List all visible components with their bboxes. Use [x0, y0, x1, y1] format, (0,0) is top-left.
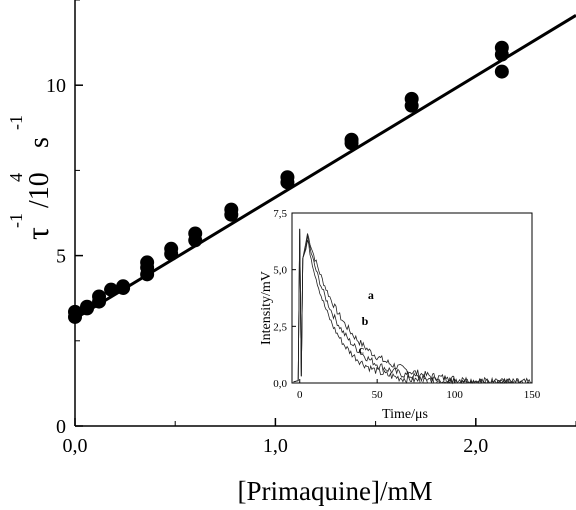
main-x-tick-label: 0,0	[63, 435, 88, 457]
inset-frame	[291, 212, 533, 384]
inset-x-tick-label: 50	[372, 389, 384, 401]
inset-plot: 0 50 100 150 0,02,55,07,5 abc Intensity/mV …	[259, 208, 541, 422]
main-y-axis-label: τ -1 /10 4 s -1	[6, 115, 55, 240]
inset-curve-c	[293, 228, 532, 385]
data-point	[404, 91, 419, 106]
inset-x-tick-label: 150	[524, 389, 541, 401]
ylabel-tau-exponent: -1	[6, 213, 26, 228]
ylabel-seconds-exponent: -1	[6, 115, 26, 130]
main-y-tick-label: 0	[56, 416, 66, 438]
data-point	[68, 304, 82, 319]
ylabel-tau: τ	[19, 227, 55, 240]
data-point	[224, 202, 239, 217]
inset-y-tick-label: 5,0	[273, 265, 287, 277]
fit-line	[74, 14, 576, 320]
main-y-tick-label: 10	[46, 75, 66, 97]
ylabel-unit: /10	[24, 172, 55, 208]
main-x-tick-label: 2,0	[463, 435, 488, 457]
inset-x-axis-label: Time/μs	[382, 407, 428, 422]
inset-y-tick-label: 0,0	[273, 378, 287, 390]
ylabel-seconds: s	[24, 137, 55, 148]
data-point	[140, 255, 155, 270]
inset-curve-label: a	[368, 288, 374, 302]
data-point	[344, 132, 359, 147]
data-point	[494, 64, 509, 79]
data-point	[104, 282, 119, 297]
inset-curve-label: c	[359, 343, 365, 357]
main-x-tick-label: 1,0	[263, 435, 288, 457]
data-point	[494, 40, 509, 55]
inset-y-tick-label: 2,5	[273, 321, 287, 333]
data-point	[80, 299, 95, 314]
data-point	[92, 289, 107, 304]
inset-x-tick-label: 0	[297, 389, 303, 401]
inset-curve-label: b	[362, 314, 369, 328]
inset-y-axis-label: Intensity/mV	[259, 271, 274, 345]
data-point	[188, 226, 203, 241]
data-point	[164, 241, 179, 256]
inset-curve-b	[293, 228, 532, 384]
main-y-tick-label: 5	[56, 246, 66, 268]
main-plot-area: 0,0 1,0 2,0 0 5 10	[46, 0, 576, 457]
data-point	[116, 279, 131, 294]
inset-x-tick-label: 100	[446, 389, 463, 401]
ylabel-unit-exponent: 4	[6, 173, 26, 182]
inset-y-tick-label: 7,5	[273, 208, 287, 220]
main-x-axis-label: [Primaquine]/mM	[238, 476, 433, 506]
data-point	[280, 170, 295, 185]
